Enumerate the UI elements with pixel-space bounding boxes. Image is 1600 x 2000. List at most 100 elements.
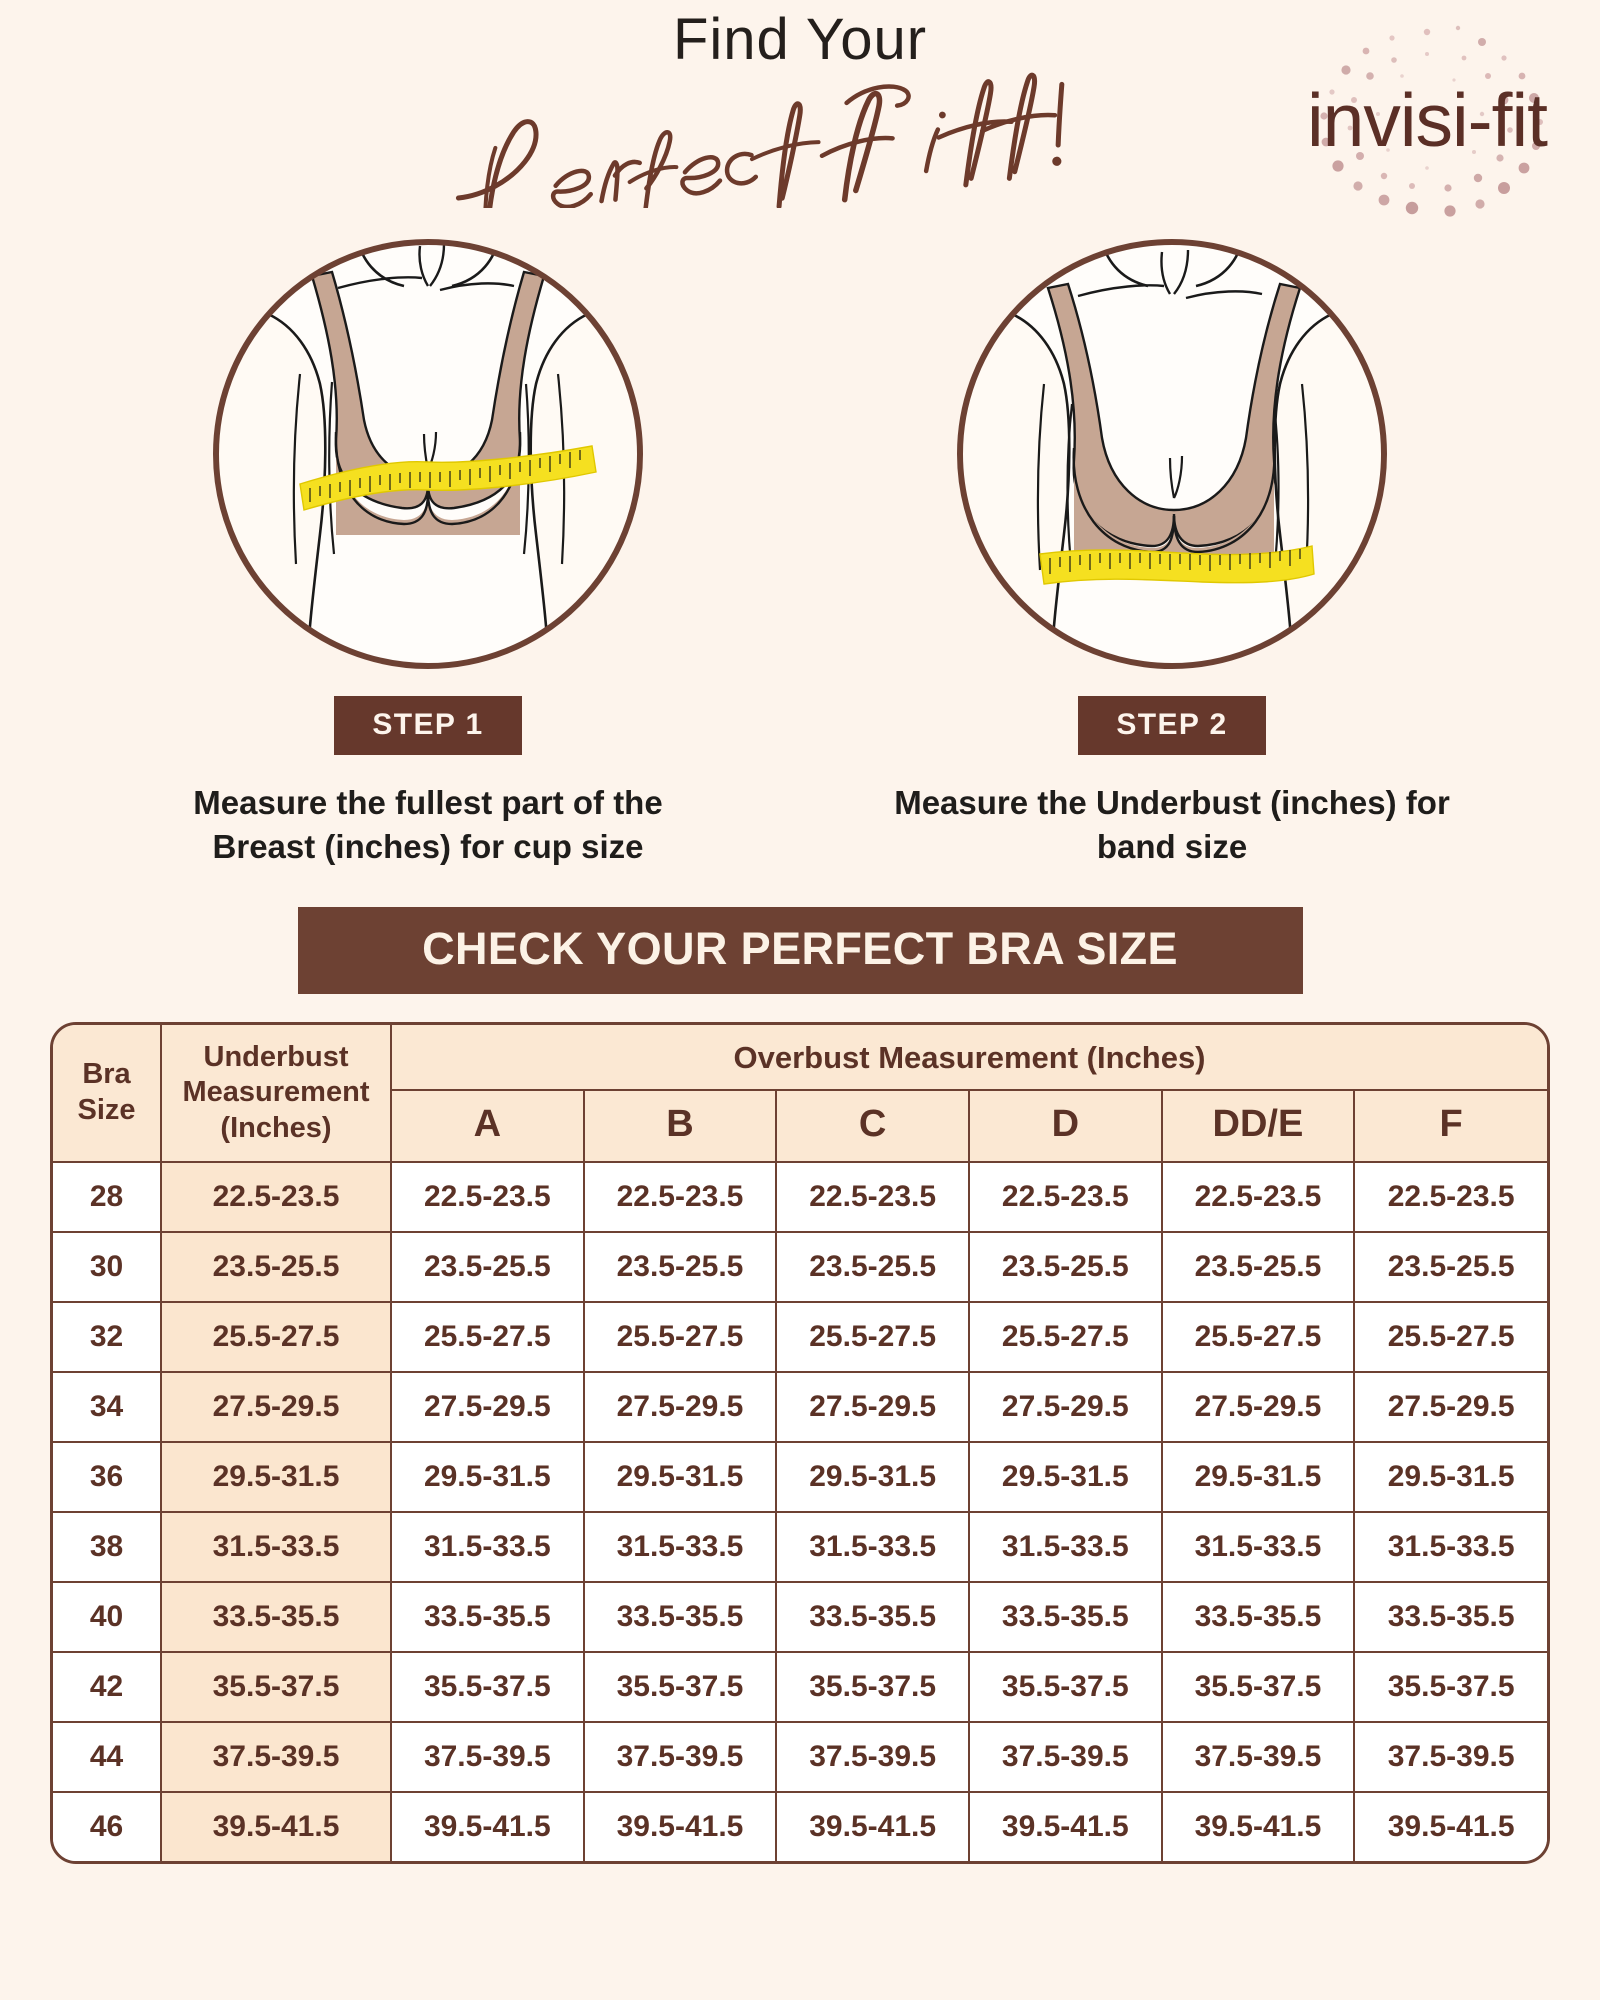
cell-cup-f: 37.5-39.5 (1353, 1720, 1547, 1793)
cell-cup-a: 39.5-41.5 (390, 1790, 585, 1861)
torso-underbust-tape-icon (957, 239, 1387, 669)
header-underbust: Underbust Measurement (Inches) (160, 1024, 392, 1163)
table-row: 28 22.5-23.5 22.5-23.5 22.5-23.5 22.5-23… (53, 1160, 1547, 1233)
header-bra-size: Bra Size (53, 1024, 162, 1163)
cell-bra-size: 38 (53, 1510, 162, 1583)
cell-cup-a: 37.5-39.5 (390, 1720, 585, 1793)
cell-bra-size: 32 (53, 1300, 162, 1373)
cell-bra-size: 28 (53, 1160, 162, 1233)
measurement-steps: STEP 1 Measure the fullest part of the B… (0, 234, 1600, 869)
cell-underbust: 37.5-39.5 (160, 1720, 392, 1793)
cell-cup-a: 31.5-33.5 (390, 1510, 585, 1583)
cell-cup-c: 29.5-31.5 (775, 1440, 970, 1513)
cell-underbust: 22.5-23.5 (160, 1160, 392, 1233)
invisi-fit-logo-svg: invisi-fit (1307, 25, 1549, 217)
header-bra-size-l2: Size (77, 1093, 136, 1126)
cell-cup-d: 27.5-29.5 (967, 1370, 1163, 1443)
bra-size-table: Bra Size Underbust Measurement (Inches) … (53, 1024, 1547, 1861)
step-2: STEP 2 Measure the Underbust (inches) fo… (892, 234, 1452, 869)
table-row: 42 35.5-37.5 35.5-37.5 35.5-37.5 35.5-37… (53, 1650, 1547, 1723)
cell-cup-d: 33.5-35.5 (967, 1580, 1163, 1653)
table-row: 32 25.5-27.5 25.5-27.5 25.5-27.5 25.5-27… (53, 1300, 1547, 1373)
cell-cup-f: 39.5-41.5 (1353, 1790, 1547, 1861)
cell-cup-c: 25.5-27.5 (775, 1300, 970, 1373)
step-2-description: Measure the Underbust (inches) for band … (894, 784, 1450, 865)
step-1-badge: STEP 1 (334, 696, 522, 755)
cell-cup-dde: 23.5-25.5 (1160, 1230, 1356, 1303)
page-header: Find Your (0, 0, 1600, 230)
section-banner: CHECK YOUR PERFECT BRA SIZE (297, 906, 1303, 994)
cell-bra-size: 46 (53, 1790, 162, 1861)
cell-cup-f: 33.5-35.5 (1353, 1580, 1547, 1653)
cell-cup-d: 31.5-33.5 (967, 1510, 1163, 1583)
cell-cup-a: 35.5-37.5 (390, 1650, 585, 1723)
dotted-circle-icon (1320, 25, 1543, 217)
cell-cup-c: 35.5-37.5 (775, 1650, 970, 1723)
cell-cup-f: 25.5-27.5 (1353, 1300, 1547, 1373)
cell-cup-b: 23.5-25.5 (582, 1230, 778, 1303)
cell-cup-dde: 35.5-37.5 (1160, 1650, 1356, 1723)
header-cup-c: C (775, 1088, 970, 1163)
cell-bra-size: 30 (53, 1230, 162, 1303)
cell-underbust: 31.5-33.5 (160, 1510, 392, 1583)
cell-bra-size: 40 (53, 1580, 162, 1653)
cell-cup-b: 37.5-39.5 (582, 1720, 778, 1793)
cell-cup-f: 31.5-33.5 (1353, 1510, 1547, 1583)
cell-cup-c: 31.5-33.5 (775, 1510, 970, 1583)
cell-bra-size: 36 (53, 1440, 162, 1513)
cell-cup-b: 27.5-29.5 (582, 1370, 778, 1443)
header-cup-b: B (582, 1088, 778, 1163)
cell-cup-d: 25.5-27.5 (967, 1300, 1163, 1373)
cell-cup-a: 33.5-35.5 (390, 1580, 585, 1653)
cell-underbust: 33.5-35.5 (160, 1580, 392, 1653)
cell-cup-c: 27.5-29.5 (775, 1370, 970, 1443)
cell-cup-dde: 31.5-33.5 (1160, 1510, 1356, 1583)
cell-cup-c: 39.5-41.5 (775, 1790, 970, 1861)
table-row: 46 39.5-41.5 39.5-41.5 39.5-41.5 39.5-41… (53, 1790, 1547, 1861)
cell-cup-a: 23.5-25.5 (390, 1230, 585, 1303)
table-row: 40 33.5-35.5 33.5-35.5 33.5-35.5 33.5-35… (53, 1580, 1547, 1653)
cell-underbust: 25.5-27.5 (160, 1300, 392, 1373)
cell-cup-d: 29.5-31.5 (967, 1440, 1163, 1513)
header-cup-a: A (391, 1088, 585, 1163)
cell-cup-a: 27.5-29.5 (390, 1370, 585, 1443)
cell-cup-c: 33.5-35.5 (775, 1580, 970, 1653)
cell-bra-size: 42 (53, 1650, 162, 1723)
table-header-row-1: Bra Size Underbust Measurement (Inches) … (53, 1024, 1547, 1163)
perfect-fit-script-text (455, 72, 1065, 208)
cell-cup-b: 35.5-37.5 (582, 1650, 778, 1723)
step-1: STEP 1 Measure the fullest part of the B… (148, 234, 708, 869)
cell-cup-dde: 39.5-41.5 (1160, 1790, 1356, 1861)
cell-cup-d: 35.5-37.5 (967, 1650, 1163, 1723)
header-overbust-group: Overbust Measurement (Inches) (390, 1024, 1547, 1091)
cell-cup-dde: 25.5-27.5 (1160, 1300, 1356, 1373)
cell-cup-a: 22.5-23.5 (390, 1160, 585, 1233)
cell-cup-b: 22.5-23.5 (582, 1160, 778, 1233)
cell-cup-d: 37.5-39.5 (967, 1720, 1163, 1793)
step-1-illustration (208, 234, 648, 674)
cell-cup-dde: 33.5-35.5 (1160, 1580, 1356, 1653)
cell-underbust: 35.5-37.5 (160, 1650, 392, 1723)
cell-cup-dde: 22.5-23.5 (1160, 1160, 1356, 1233)
cell-cup-b: 25.5-27.5 (582, 1300, 778, 1373)
brand-logo[interactable]: invisi-fit (1282, 18, 1572, 228)
cell-cup-f: 27.5-29.5 (1353, 1370, 1547, 1443)
table-row: 38 31.5-33.5 31.5-33.5 31.5-33.5 31.5-33… (53, 1510, 1547, 1583)
page-title-line1: Find Your (672, 7, 928, 72)
table-body: 28 22.5-23.5 22.5-23.5 22.5-23.5 22.5-23… (53, 1160, 1547, 1861)
cell-cup-c: 37.5-39.5 (775, 1720, 970, 1793)
step-1-description: Measure the fullest part of the Breast (… (193, 784, 663, 865)
cell-cup-d: 22.5-23.5 (967, 1160, 1163, 1233)
cell-cup-c: 23.5-25.5 (775, 1230, 970, 1303)
header-underbust-l3: (Inches) (220, 1111, 332, 1144)
cell-cup-d: 23.5-25.5 (967, 1230, 1163, 1303)
torso-overbust-tape-icon (213, 239, 643, 669)
cell-cup-f: 23.5-25.5 (1353, 1230, 1547, 1303)
cell-bra-size: 34 (53, 1370, 162, 1443)
table-header: Bra Size Underbust Measurement (Inches) … (53, 1024, 1547, 1163)
cell-cup-b: 33.5-35.5 (582, 1580, 778, 1653)
table-header-row-2: A B C D DD/E F (53, 1088, 1547, 1163)
header-cup-dde: DD/E (1160, 1088, 1356, 1163)
cell-underbust: 27.5-29.5 (160, 1370, 392, 1443)
